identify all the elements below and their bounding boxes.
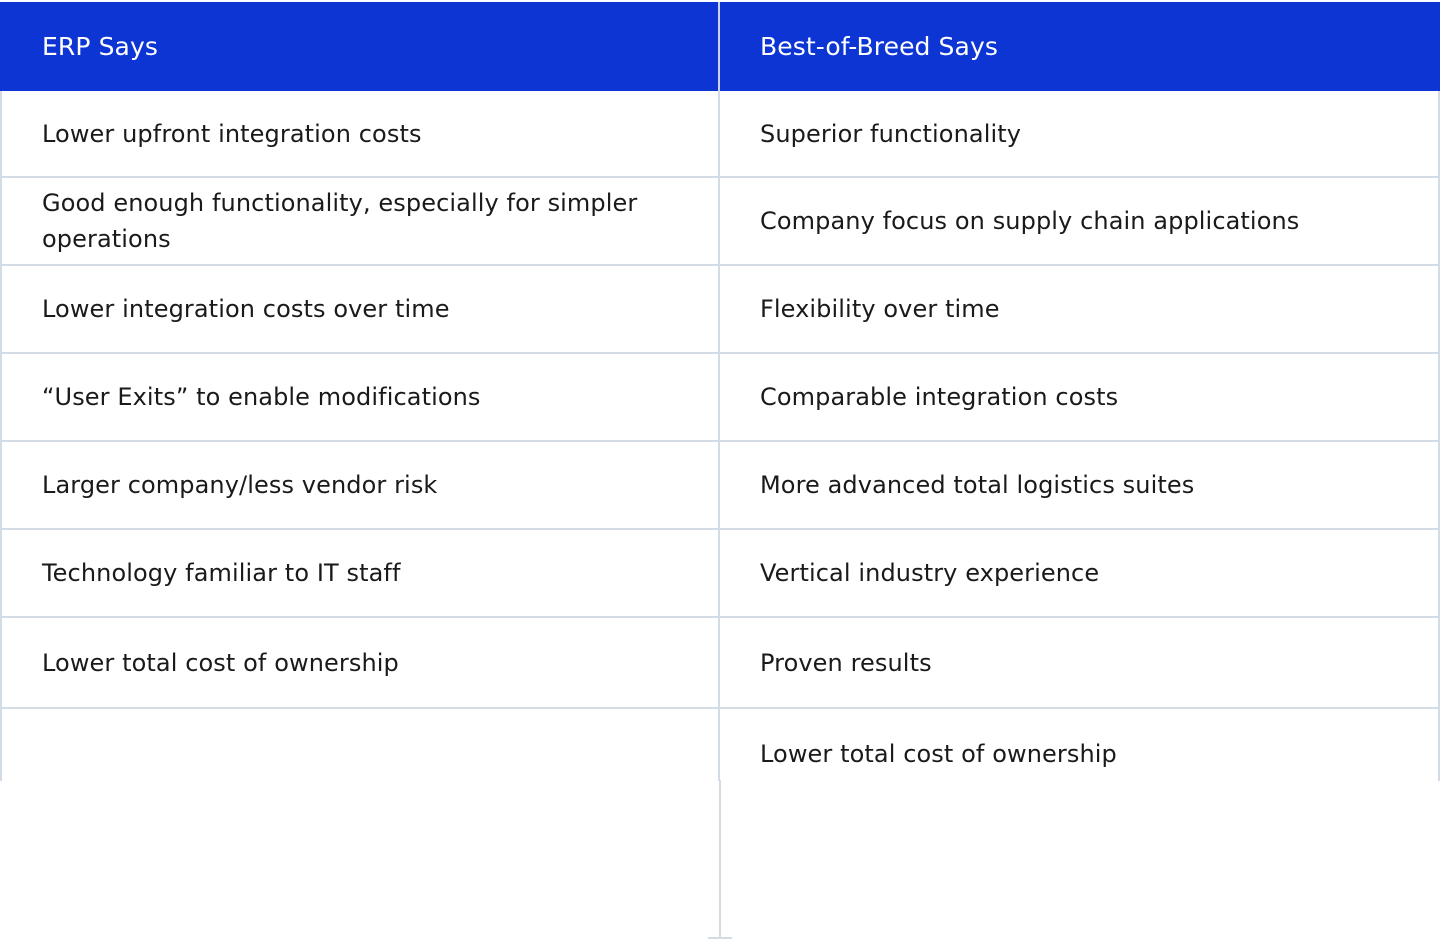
best-of-breed-cell: Flexibility over time bbox=[720, 266, 1440, 352]
erp-cell: Lower total cost of ownership bbox=[0, 618, 720, 707]
comparison-table: ERP Says Best-of-Breed Says Lower upfron… bbox=[0, 2, 1440, 781]
table-row: Lower total cost of ownership Proven res… bbox=[0, 618, 1440, 709]
best-of-breed-cell: Vertical industry experience bbox=[720, 530, 1440, 616]
header-erp-says: ERP Says bbox=[0, 2, 720, 91]
best-of-breed-cell: Lower total cost of ownership bbox=[720, 709, 1440, 781]
erp-cell: Larger company/less vendor risk bbox=[0, 442, 720, 528]
erp-cell: Lower upfront integration costs bbox=[0, 91, 720, 176]
erp-cell: Technology familiar to IT staff bbox=[0, 530, 720, 616]
erp-cell: “User Exits” to enable modifications bbox=[0, 354, 720, 440]
header-best-of-breed-says: Best-of-Breed Says bbox=[720, 2, 1440, 91]
erp-cell-empty bbox=[0, 709, 720, 781]
table-row: Lower integration costs over time Flexib… bbox=[0, 266, 1440, 354]
best-of-breed-cell: Company focus on supply chain applicatio… bbox=[720, 178, 1440, 264]
table-row: “User Exits” to enable modifications Com… bbox=[0, 354, 1440, 442]
table-row: Lower upfront integration costs Superior… bbox=[0, 91, 1440, 178]
best-of-breed-cell: Proven results bbox=[720, 618, 1440, 707]
column-divider bbox=[719, 780, 721, 938]
erp-cell: Good enough functionality, especially fo… bbox=[0, 178, 720, 264]
best-of-breed-cell: Comparable integration costs bbox=[720, 354, 1440, 440]
best-of-breed-cell: Superior functionality bbox=[720, 91, 1440, 176]
table-row: Lower total cost of ownership bbox=[0, 709, 1440, 781]
table-row: Good enough functionality, especially fo… bbox=[0, 178, 1440, 266]
best-of-breed-cell: More advanced total logistics suites bbox=[720, 442, 1440, 528]
table-header-row: ERP Says Best-of-Breed Says bbox=[0, 2, 1440, 91]
table-row: Larger company/less vendor risk More adv… bbox=[0, 442, 1440, 530]
column-divider-foot bbox=[708, 937, 732, 939]
erp-cell: Lower integration costs over time bbox=[0, 266, 720, 352]
table-row: Technology familiar to IT staff Vertical… bbox=[0, 530, 1440, 618]
